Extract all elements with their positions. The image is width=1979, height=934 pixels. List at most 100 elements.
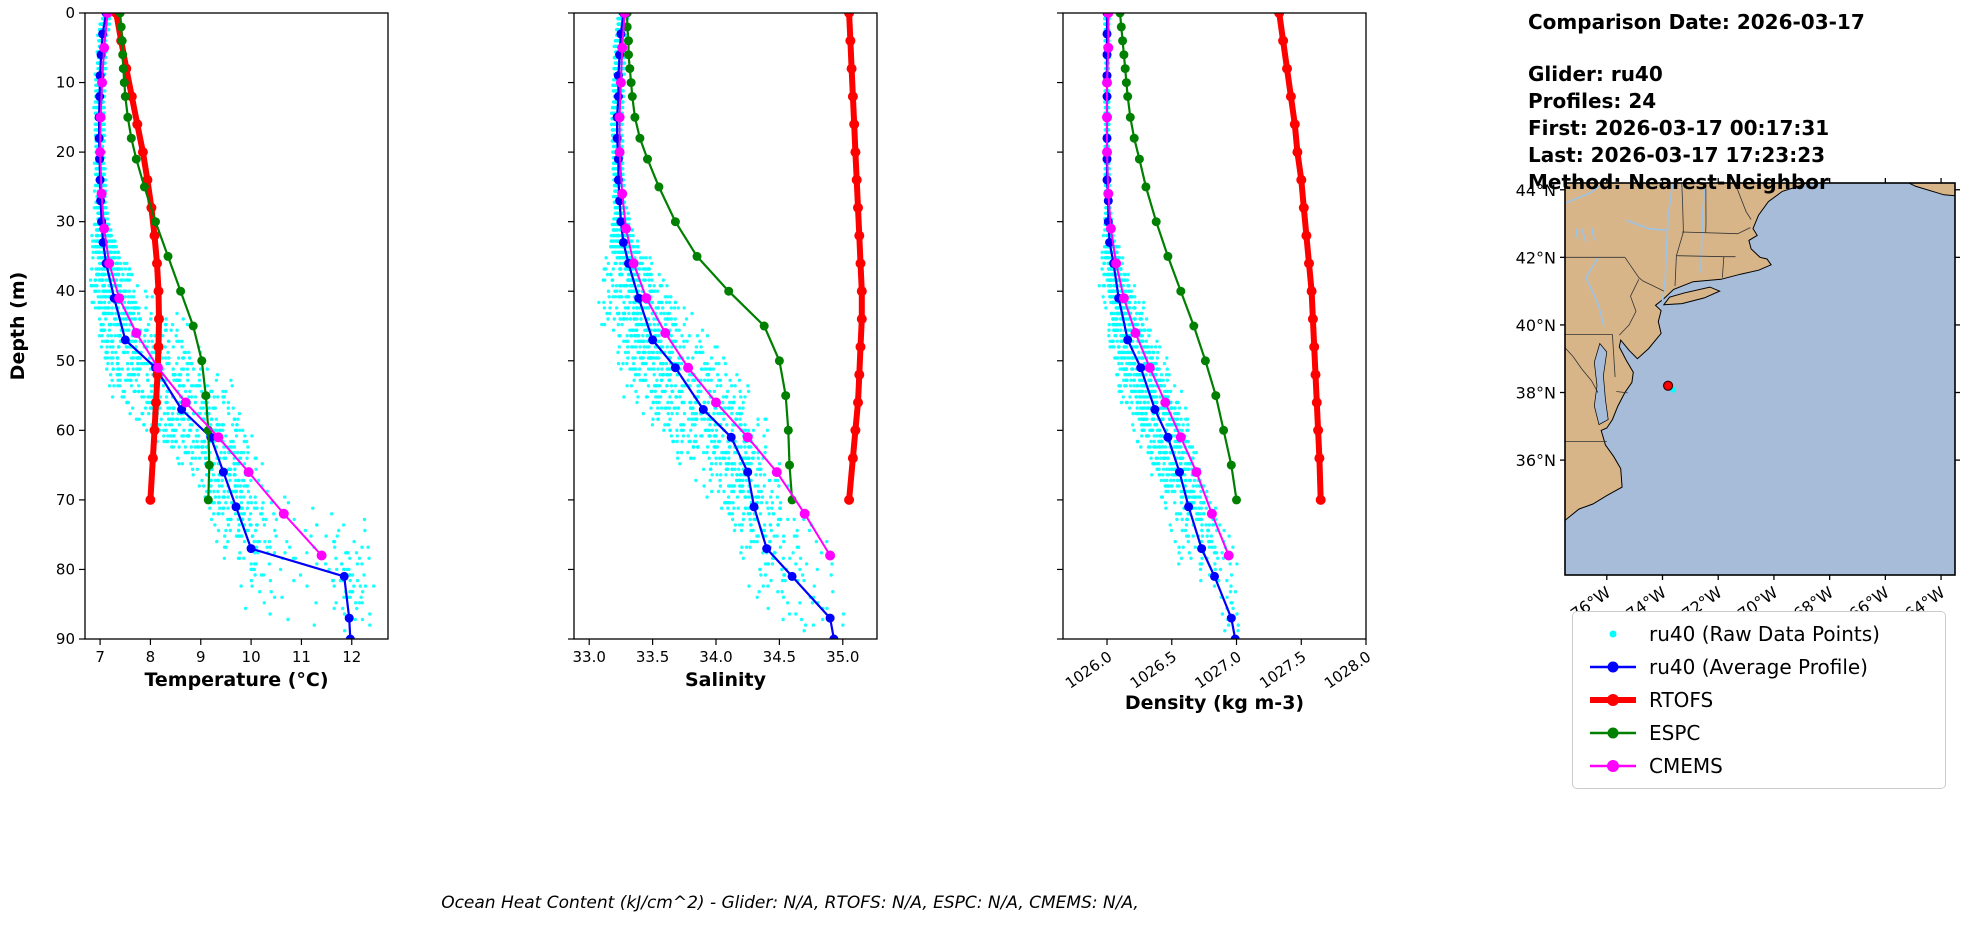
x-tick-label: 11 <box>292 648 311 666</box>
map-state-border <box>1681 227 1751 235</box>
legend-label-glider_avg: ru40 (Average Profile) <box>1649 655 1868 679</box>
density-raw-scatter <box>1097 13 1241 638</box>
x-tick-label: 1028.0 <box>1321 648 1374 693</box>
legend-entry-cmems: CMEMS <box>1587 754 1931 778</box>
x-tick-label: 12 <box>342 648 361 666</box>
map-river <box>1584 256 1605 327</box>
info-glider: Glider: ru40 <box>1528 62 1663 86</box>
comparison-date: Comparison Date: 2026-03-17 <box>1528 10 1865 34</box>
map-land <box>1662 286 1721 306</box>
x-tick-label: 33.0 <box>573 648 606 666</box>
y-tick-label: 30 <box>56 213 75 231</box>
legend-swatch-cmems <box>1590 760 1636 772</box>
map-state-border <box>1565 347 1599 393</box>
salinity-panel: 33.0 33.5 34.0 34.5 35.0 Salinity <box>568 12 878 691</box>
salinity-axis-label: Salinity <box>685 669 767 691</box>
y-tick-label: 80 <box>56 560 75 578</box>
legend-swatch-rtofs <box>1590 694 1636 706</box>
y-tick-label: 0 <box>65 4 75 22</box>
map-lat-label: 42°N <box>1516 248 1556 267</box>
density-cmems-line <box>1106 13 1230 557</box>
map-state-border <box>1624 257 1665 292</box>
map-lat-label: 40°N <box>1516 316 1556 335</box>
legend-label-cmems: CMEMS <box>1649 754 1723 778</box>
map-lat-label: 38°N <box>1516 384 1556 403</box>
x-tick-label: 7 <box>95 648 105 666</box>
temperature-rtofs-markers <box>111 13 164 505</box>
map-inset: 76°W 74°W 72°W 70°W 68°W 66°W 64°W36°N38°N40°N… <box>1516 178 1960 624</box>
temperature-cmems-markers <box>95 13 327 561</box>
y-tick-label: 10 <box>56 74 75 92</box>
map-river <box>1580 228 1587 243</box>
x-tick-label: 34.0 <box>699 648 732 666</box>
x-tick-label: 33.5 <box>636 648 669 666</box>
y-tick-label: 40 <box>56 282 75 300</box>
map-river <box>1626 219 1667 232</box>
temperature-panel: 7 8 9 10 11 12 0 10 20 30 40 50 60 70 80 90 Temperature … <box>56 4 389 691</box>
x-tick-label: 1026.0 <box>1062 648 1115 693</box>
map-state-border <box>1674 255 1677 287</box>
map-river <box>1590 226 1596 241</box>
info-last: Last: 2026-03-17 17:23:23 <box>1528 143 1826 167</box>
ohc-annotation: Ocean Heat Content (kJ/cm^2) - Glider: N… <box>441 893 1139 913</box>
legend-entry-raw: ru40 (Raw Data Points) <box>1587 622 1931 646</box>
depth-axis-label: Depth (m) <box>7 272 29 381</box>
legend-label-raw: ru40 (Raw Data Points) <box>1649 622 1880 646</box>
map-land <box>1907 183 1955 197</box>
salinity-rtofs-markers <box>844 13 867 505</box>
legend-swatch-raw <box>1609 630 1617 638</box>
x-tick-label: 9 <box>196 648 206 666</box>
map-river <box>1661 183 1674 302</box>
map-state-border <box>1619 279 1640 336</box>
temperature-axis-label: Temperature (°C) <box>144 669 328 691</box>
map-state-border <box>1612 334 1616 378</box>
x-tick-label: 1027.0 <box>1191 648 1244 693</box>
temperature-frame <box>84 12 389 640</box>
map-river <box>1700 183 1706 273</box>
y-tick-label: 70 <box>56 491 75 509</box>
salinity-frame <box>573 12 878 640</box>
legend-swatch-espc <box>1590 727 1636 739</box>
salinity-espc-line <box>626 13 794 501</box>
y-tick-label: 20 <box>56 143 75 161</box>
map-state-border <box>1735 183 1752 220</box>
salinity-cmems-markers <box>614 13 836 561</box>
map-state-border <box>1722 256 1725 278</box>
map-frame <box>1564 182 1956 576</box>
density-espc-line <box>1118 13 1238 501</box>
map-river <box>1680 183 1683 204</box>
y-tick-label: 60 <box>56 421 75 439</box>
info-panel: Comparison Date: 2026-03-17 Glider: ru40… <box>1528 10 1865 196</box>
x-tick-label: 10 <box>242 648 261 666</box>
info-profiles: Profiles: 24 <box>1528 89 1657 113</box>
map-land <box>1565 183 1808 521</box>
map-state-border <box>1681 183 1684 233</box>
temperature-cmems-line <box>99 13 323 557</box>
x-tick-label: 8 <box>146 648 156 666</box>
y-tick-label: 50 <box>56 352 75 370</box>
legend-label-rtofs: RTOFS <box>1649 688 1714 712</box>
map-lat-label: 44°N <box>1516 181 1556 200</box>
info-first: First: 2026-03-17 00:17:31 <box>1528 116 1830 140</box>
salinity-cmems-line <box>618 13 832 557</box>
legend-entry-espc: ESPC <box>1587 721 1931 745</box>
map-river <box>1565 183 1605 205</box>
density-frame <box>1062 12 1367 640</box>
legend-label-espc: ESPC <box>1649 721 1701 745</box>
legend-entry-rtofs: RTOFS <box>1587 688 1931 712</box>
density-glider_avg-line <box>1105 13 1237 639</box>
map-state-border <box>1616 391 1628 394</box>
density-cmems-markers <box>1102 13 1234 561</box>
glider-location-marker <box>1662 380 1674 391</box>
legend: ru40 (Raw Data Points) ru40 (Average Prof… <box>1572 611 1946 789</box>
x-tick-label: 1026.5 <box>1127 648 1180 693</box>
map-river <box>1575 228 1579 239</box>
legend-entry-glider_avg: ru40 (Average Profile) <box>1587 655 1931 679</box>
density-rtofs-markers <box>1274 13 1326 505</box>
map-state-border <box>1676 231 1684 256</box>
density-espc-markers <box>1115 13 1241 505</box>
density-panel: 1026.0 1026.5 1027.0 1027.5 1028.0 Density (k… <box>1057 12 1374 714</box>
